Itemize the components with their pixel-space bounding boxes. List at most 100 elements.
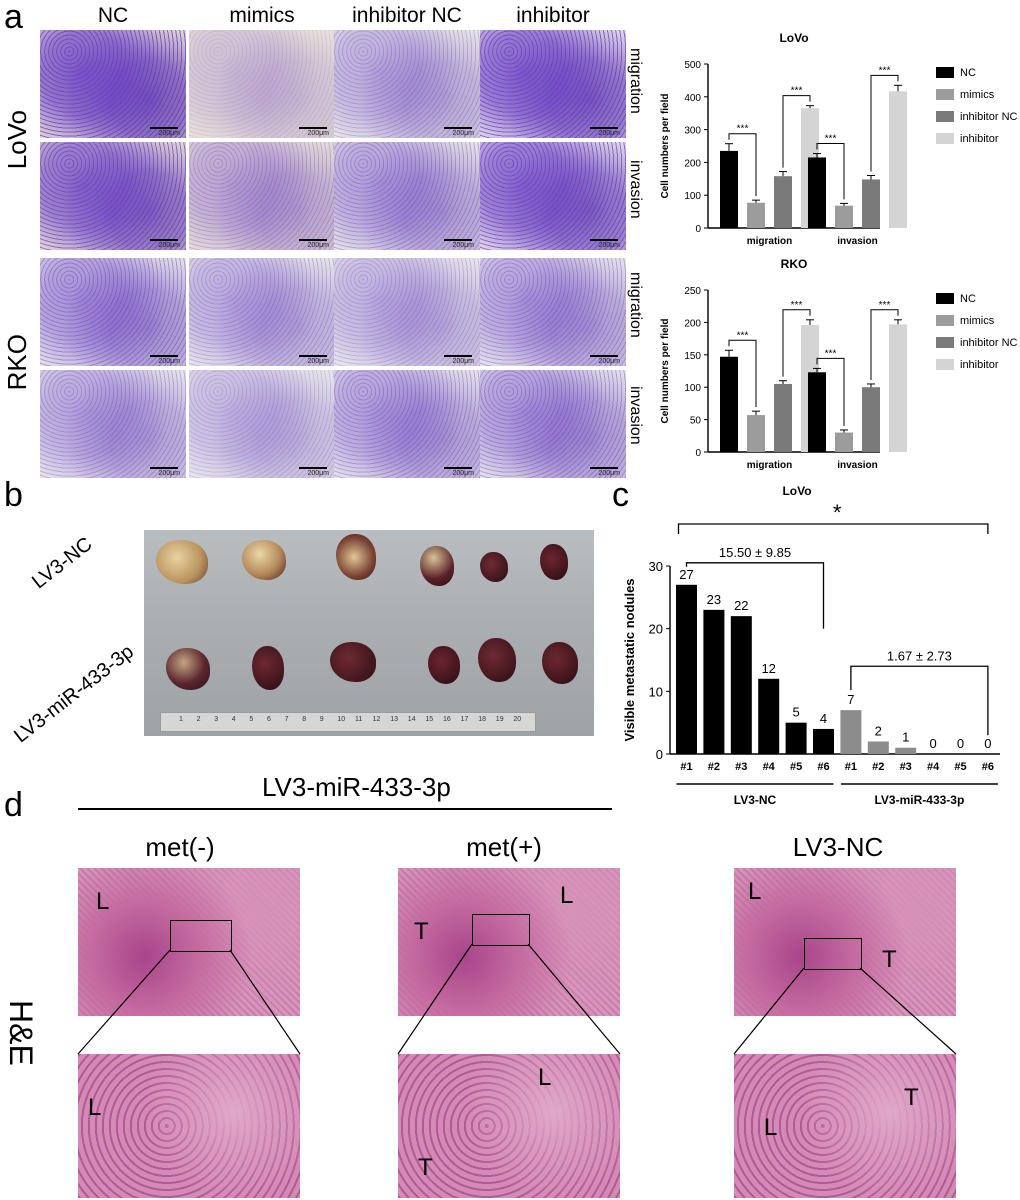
ruler-number: 8 [302,716,307,723]
legend-swatch [936,315,954,326]
x-tick-label: #4 [763,761,776,773]
significance-label: *** [737,330,749,341]
ruler-number: 3 [214,716,219,723]
panel-d-header: LV3-miR-433-3p [262,772,451,802]
ruler-number: 17 [460,716,469,723]
scale-bar-label: 200μm [158,470,180,477]
micrograph-lovo-migration-inhibitor: 200μm [480,30,626,138]
y-tick-label: 10 [649,684,663,699]
bar-nodules [703,609,725,754]
mean-sd-label: 15.50 ± 9.85 [719,545,791,560]
column-label-inhibitor-nc: inhibitor NC [352,4,462,27]
micrograph-rko-invasion-mimics: 200μm [189,370,335,478]
he-title-met-neg: met(-) [145,832,215,862]
y-tick-label: 300 [684,126,701,137]
legend-label: inhibitor [960,359,999,371]
y-tick-label: 400 [684,93,701,104]
legend-label: NC [960,293,976,305]
x-tick-label: migration [747,460,793,471]
scale-bar [299,467,327,469]
y-axis-label: Cell numbers per field [660,318,671,423]
ruler-number: 18 [478,716,486,723]
legend-swatch [936,293,954,304]
column-label-inhibitor: inhibitor [516,4,590,27]
panel-label-c: c [612,476,629,514]
scale-bar-label: 200μm [598,242,620,249]
liver-nc-5 [480,552,508,582]
scale-bar [444,355,472,357]
bar-inhibitor-NC [774,383,792,452]
group-label: LV3-NC [734,793,777,807]
x-tick-label: #2 [872,761,884,773]
zoom-box [472,914,530,946]
panel-d-header-line [78,808,612,810]
y-tick-label: 200 [684,318,701,329]
x-tick-label: #5 [954,761,966,773]
scale-bar [590,239,618,241]
ruler-number: 1 [179,716,183,723]
x-tick-label: #2 [708,761,720,773]
scale-bar [299,239,327,241]
value-label: 0 [984,736,991,751]
value-label: 7 [847,692,854,707]
value-label: 27 [679,567,693,582]
zoom-connector [77,949,301,1055]
zoom-connector [397,943,621,1055]
scale-bar-label: 200μm [307,358,329,365]
bar-nodules [895,747,917,754]
bar-nodules [730,616,752,754]
he-highmag-met-neg: L [78,1054,300,1198]
legend-label: inhibitor NC [960,111,1018,123]
row-label-lv3-mir: LV3-miR-433-3p [10,640,139,748]
bar-inhibitor-NC [774,176,792,228]
tissue-label: L [538,1064,552,1091]
significance-bracket [728,133,757,197]
significance-label: *** [879,300,891,311]
assay-label-rko-invasion: invasion [627,386,644,445]
assay-label-lovo-migration: migration [627,48,644,114]
ruler-number: 15 [425,716,434,723]
scale-bar [444,127,472,129]
chart-title: LoVo [782,484,811,498]
legend-swatch [936,89,954,100]
bar-mimics [835,205,853,228]
scale-bar [590,467,618,469]
chart-title: RKO [781,257,808,271]
panel-label-a: a [4,0,23,36]
significance-bracket [816,143,845,200]
zoom-connector [733,967,957,1055]
connector-line [859,967,957,1055]
tissue-label: T [418,1154,433,1181]
bar-nodules [867,741,889,754]
ruler-number: 14 [407,716,416,723]
legend-swatch [936,67,954,78]
y-tick-label: 100 [684,383,701,394]
connector-line [397,943,473,1055]
scale-bar [444,239,472,241]
bracket-lv3-mir [850,665,989,736]
x-tick-label: invasion [837,460,878,471]
x-tick-label: #3 [735,761,747,773]
bracket-lv3-nc [685,562,825,629]
ruler-number: 20 [513,716,522,723]
significance-label: *** [825,348,837,359]
micrograph-lovo-migration-mimics: 200μm [189,30,335,138]
scale-bar-label: 200μm [452,130,474,137]
rko-bar-chart: RKO 0 50 100 150 200 250 Cell numbers per field… [660,257,1018,471]
scale-bar-label: 200μm [598,130,620,137]
y-tick-label: 0 [656,747,663,762]
y-tick-label: 150 [684,351,701,362]
row-label-rko: RKO [2,334,32,391]
scale-bar-label: 200μm [452,358,474,365]
he-title-met-pos: met(+) [466,832,542,862]
value-label: 23 [707,592,721,607]
x-tick-label: #1 [845,761,857,773]
scale-bar [299,355,327,357]
y-axis-label: Cell numbers per field [660,93,671,198]
value-label: 0 [957,736,964,751]
micrograph-rko-migration-inhibitor: 200μm [480,258,626,366]
bar-nodules [676,584,697,754]
y-tick-label: 30 [649,559,663,574]
